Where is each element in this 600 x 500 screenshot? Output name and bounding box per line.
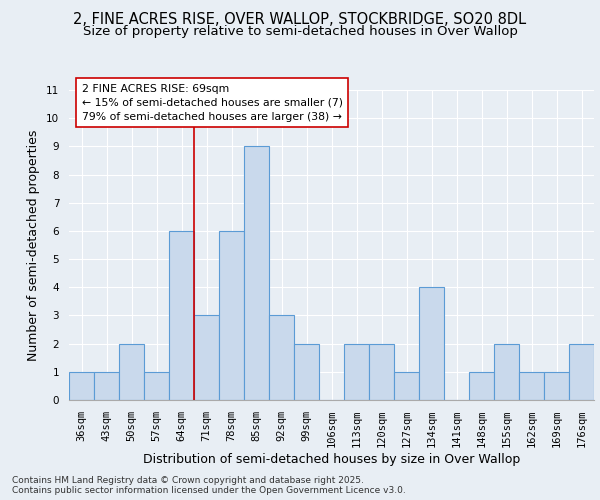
Bar xyxy=(144,372,169,400)
Bar xyxy=(169,231,194,400)
Bar xyxy=(269,316,294,400)
Bar xyxy=(69,372,94,400)
Bar xyxy=(344,344,369,400)
Bar xyxy=(194,316,219,400)
Bar xyxy=(469,372,494,400)
Bar xyxy=(544,372,569,400)
X-axis label: Distribution of semi-detached houses by size in Over Wallop: Distribution of semi-detached houses by … xyxy=(143,453,520,466)
Text: 2, FINE ACRES RISE, OVER WALLOP, STOCKBRIDGE, SO20 8DL: 2, FINE ACRES RISE, OVER WALLOP, STOCKBR… xyxy=(73,12,527,28)
Bar xyxy=(494,344,519,400)
Text: Size of property relative to semi-detached houses in Over Wallop: Size of property relative to semi-detach… xyxy=(83,25,517,38)
Text: 2 FINE ACRES RISE: 69sqm
← 15% of semi-detached houses are smaller (7)
79% of se: 2 FINE ACRES RISE: 69sqm ← 15% of semi-d… xyxy=(82,84,343,122)
Bar xyxy=(369,344,394,400)
Bar xyxy=(94,372,119,400)
Bar xyxy=(244,146,269,400)
Bar xyxy=(394,372,419,400)
Y-axis label: Number of semi-detached properties: Number of semi-detached properties xyxy=(28,130,40,360)
Text: Contains HM Land Registry data © Crown copyright and database right 2025.
Contai: Contains HM Land Registry data © Crown c… xyxy=(12,476,406,495)
Bar xyxy=(519,372,544,400)
Bar xyxy=(119,344,144,400)
Bar xyxy=(419,288,444,400)
Bar xyxy=(569,344,594,400)
Bar xyxy=(294,344,319,400)
Bar xyxy=(219,231,244,400)
